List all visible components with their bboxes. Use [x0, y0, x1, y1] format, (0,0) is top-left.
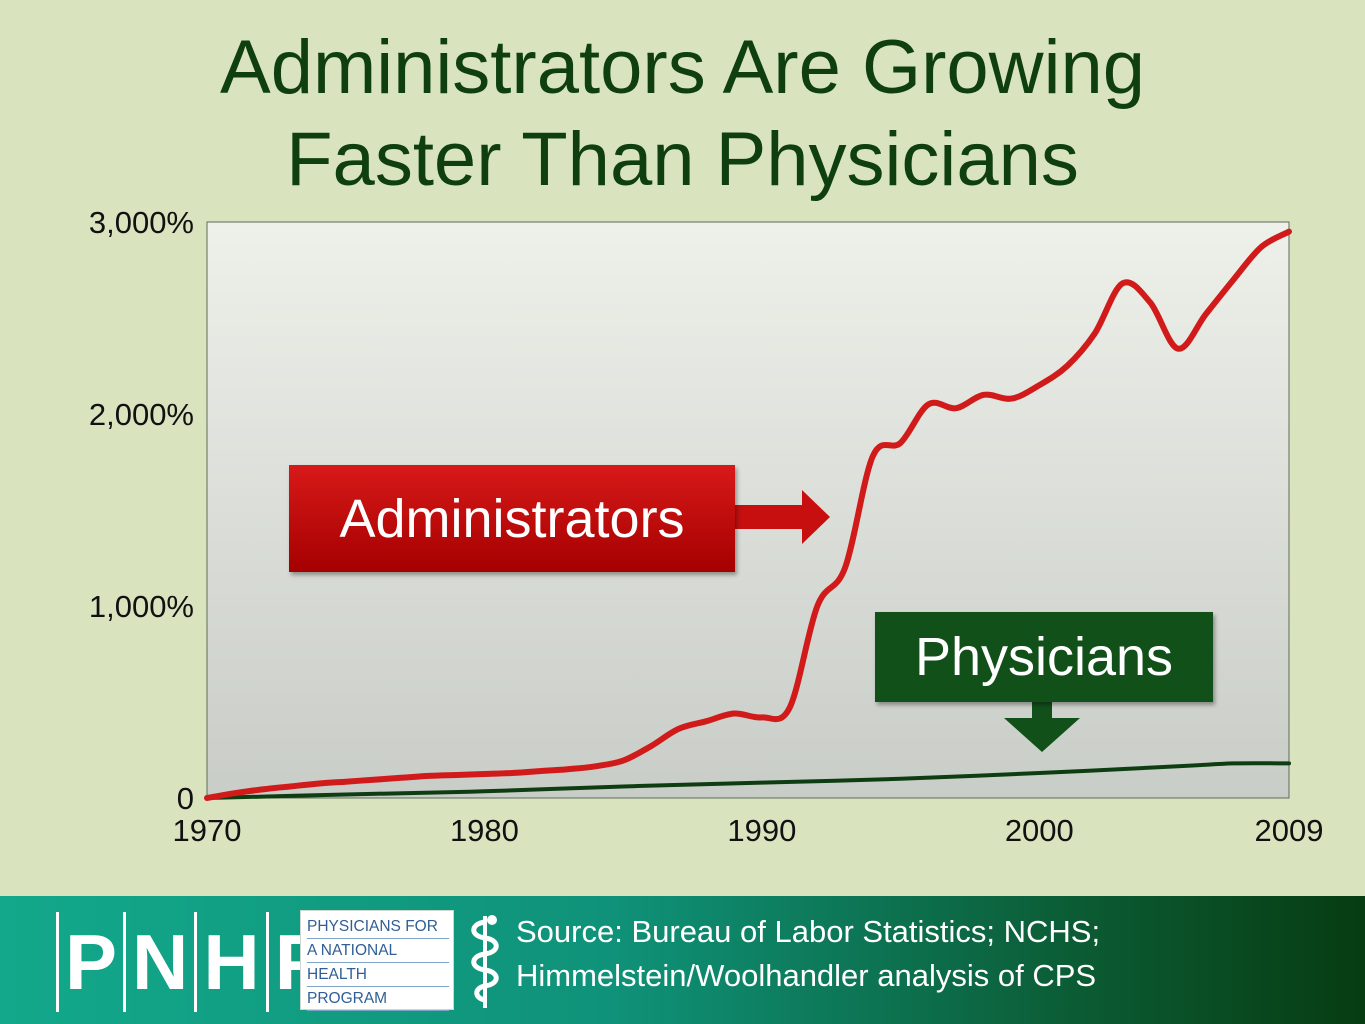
pnhp-logo: P N H P: [56, 910, 333, 1014]
y-tick-label: 0: [177, 781, 194, 816]
slide-title-line1: Administrators Are Growing: [220, 25, 1145, 110]
y-tick-label: 1,000%: [89, 589, 194, 624]
logo-separator: [265, 912, 269, 1012]
x-tick-label: 1980: [450, 813, 519, 848]
wordmark-line1: PHYSICIANS FOR: [307, 915, 449, 939]
logo-separator: [56, 912, 59, 1012]
source-line2: Himmelstein/Woolhandler analysis of CPS: [516, 958, 1097, 993]
logo-separator: [123, 912, 127, 1012]
pnhp-wordmark: PHYSICIANS FOR A NATIONAL HEALTH PROGRAM: [300, 910, 454, 1011]
logo-separator: [194, 912, 198, 1012]
x-tick-label: 1990: [727, 813, 796, 848]
logo-letter-n: N: [132, 918, 189, 1006]
wordmark-line2: A NATIONAL: [307, 939, 449, 963]
series-line-physicians: [205, 761, 1291, 800]
footer-bar: [0, 896, 1365, 1024]
source-line1: Source: Bureau of Labor Statistics; NCHS…: [516, 914, 1101, 949]
physicians-arrow: [1004, 702, 1080, 752]
wordmark-line4: PROGRAM: [307, 987, 449, 1011]
series-line-administrators: [204, 228, 1292, 801]
administrators-callout: Administrators: [289, 465, 735, 572]
line-chart: 0 1,000% 2,000% 3,000% 1970 1980 1990 2000 2009: [89, 205, 1324, 848]
logo-letter-h: H: [203, 918, 260, 1006]
slide-title: Administrators Are Growing Faster Than P…: [0, 22, 1365, 206]
source-citation: Source: Bureau of Labor Statistics; NCHS…: [516, 910, 1100, 998]
x-tick-label: 2009: [1255, 813, 1324, 848]
slide-title-line2: Faster Than Physicians: [286, 117, 1079, 202]
x-tick-label: 2000: [1005, 813, 1074, 848]
wordmark-line3: HEALTH: [307, 963, 449, 987]
x-tick-label: 1970: [173, 813, 242, 848]
caduceus-icon: [471, 915, 499, 1008]
physicians-callout: Physicians: [875, 612, 1213, 702]
administrators-arrow: [735, 490, 830, 544]
logo-letter-p1: P: [65, 918, 118, 1006]
y-tick-label: 2,000%: [89, 397, 194, 432]
y-tick-label: 3,000%: [89, 205, 194, 240]
